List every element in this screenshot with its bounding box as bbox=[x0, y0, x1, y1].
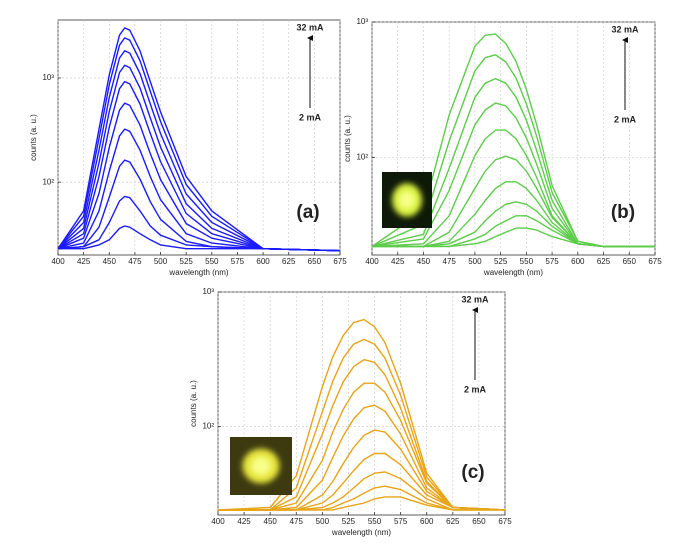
y-axis-label: counts (a. u.) bbox=[189, 380, 198, 427]
spectrum-line bbox=[371, 129, 655, 248]
spectrum-line bbox=[57, 159, 341, 252]
x-tick-label: 450 bbox=[264, 517, 278, 526]
panel-label: (a) bbox=[296, 202, 319, 223]
x-tick-label: 550 bbox=[368, 517, 382, 526]
x-tick-label: 675 bbox=[333, 257, 347, 266]
x-axis-label: wavelength (nm) bbox=[168, 268, 228, 277]
x-tick-label: 525 bbox=[494, 257, 508, 266]
spectrum-line bbox=[58, 225, 341, 252]
x-tick-label: 525 bbox=[342, 517, 356, 526]
x-tick-label: 575 bbox=[231, 257, 245, 266]
spectrum-line bbox=[218, 382, 506, 511]
spectrum-line bbox=[372, 227, 655, 248]
inset-core bbox=[399, 191, 415, 209]
spectrum-line bbox=[218, 359, 506, 511]
spectrum-line bbox=[57, 27, 341, 252]
x-tick-label: 675 bbox=[648, 257, 662, 266]
annotation: 2 mA bbox=[614, 114, 637, 124]
panel-label: (c) bbox=[461, 462, 484, 483]
spectrum-line bbox=[57, 80, 341, 252]
spectrum-line bbox=[57, 37, 341, 252]
y-tick-label: 10³ bbox=[42, 73, 54, 82]
x-tick-label: 500 bbox=[316, 517, 330, 526]
x-tick-label: 475 bbox=[290, 517, 304, 526]
y-tick-label: 10² bbox=[202, 422, 214, 431]
spectrum-line bbox=[371, 33, 655, 248]
spectrum-line bbox=[57, 64, 341, 252]
x-tick-label: 500 bbox=[154, 257, 168, 266]
x-tick-label: 600 bbox=[571, 257, 585, 266]
x-tick-label: 650 bbox=[308, 257, 322, 266]
spectrum-line bbox=[218, 338, 506, 511]
annotation: 2 mA bbox=[299, 112, 322, 122]
chart-panel: 400 425 450 475 500 525 550 575 600 625 650 675 10² 1… bbox=[343, 17, 662, 277]
spectrum-line bbox=[218, 404, 506, 511]
x-tick-label: 400 bbox=[211, 517, 225, 526]
spectrum-line bbox=[57, 50, 341, 252]
annotation: 32 mA bbox=[461, 294, 489, 304]
x-tick-label: 650 bbox=[623, 257, 637, 266]
spectrum-line bbox=[371, 77, 655, 248]
x-tick-label: 450 bbox=[103, 257, 117, 266]
y-axis-label: counts (a. u.) bbox=[343, 115, 352, 162]
x-axis-label: wavelength (nm) bbox=[483, 268, 543, 277]
x-tick-label: 425 bbox=[237, 517, 251, 526]
charts: 400 425 450 475 500 525 550 575 600 625 650 675 10² 1… bbox=[29, 17, 662, 537]
y-tick-label: 10² bbox=[42, 177, 54, 186]
inset-core bbox=[251, 456, 271, 476]
x-tick-label: 400 bbox=[365, 257, 379, 266]
y-tick-label: 10³ bbox=[202, 287, 214, 296]
y-tick-label: 10² bbox=[356, 152, 368, 161]
annotation: 32 mA bbox=[611, 24, 639, 34]
annotation: 2 mA bbox=[464, 384, 487, 394]
x-tick-label: 625 bbox=[282, 257, 296, 266]
x-tick-label: 475 bbox=[128, 257, 142, 266]
chart-panel: 400 425 450 475 500 525 550 575 600 625 650 675 10² 1… bbox=[29, 19, 347, 277]
x-tick-label: 600 bbox=[256, 257, 270, 266]
x-tick-label: 575 bbox=[394, 517, 408, 526]
panel-label: (b) bbox=[611, 202, 635, 223]
x-tick-label: 675 bbox=[498, 517, 512, 526]
spectrum-line bbox=[217, 318, 506, 511]
y-tick-label: 10³ bbox=[356, 17, 368, 26]
spectrum-line bbox=[218, 471, 505, 511]
x-tick-label: 425 bbox=[77, 257, 91, 266]
x-tick-label: 475 bbox=[443, 257, 457, 266]
x-axis-label: wavelength (nm) bbox=[331, 528, 391, 537]
spectrum-line bbox=[218, 452, 506, 511]
x-tick-label: 550 bbox=[205, 257, 219, 266]
x-tick-label: 450 bbox=[417, 257, 431, 266]
y-axis-label: counts (a. u.) bbox=[29, 114, 38, 161]
spectrum-line bbox=[57, 102, 341, 252]
annotation: 32 mA bbox=[296, 22, 324, 32]
chart-panel: 400 425 450 475 500 525 550 575 600 625 650 675 10² 1… bbox=[189, 287, 512, 537]
x-tick-label: 425 bbox=[391, 257, 405, 266]
x-tick-label: 575 bbox=[545, 257, 559, 266]
spectrum-line bbox=[218, 429, 506, 511]
x-tick-label: 600 bbox=[420, 517, 434, 526]
x-tick-label: 650 bbox=[472, 517, 486, 526]
x-tick-label: 625 bbox=[597, 257, 611, 266]
x-tick-label: 625 bbox=[446, 517, 460, 526]
x-tick-label: 550 bbox=[520, 257, 534, 266]
x-tick-label: 500 bbox=[468, 257, 482, 266]
x-tick-label: 525 bbox=[180, 257, 194, 266]
spectrum-line bbox=[57, 128, 341, 252]
x-tick-label: 400 bbox=[51, 257, 65, 266]
